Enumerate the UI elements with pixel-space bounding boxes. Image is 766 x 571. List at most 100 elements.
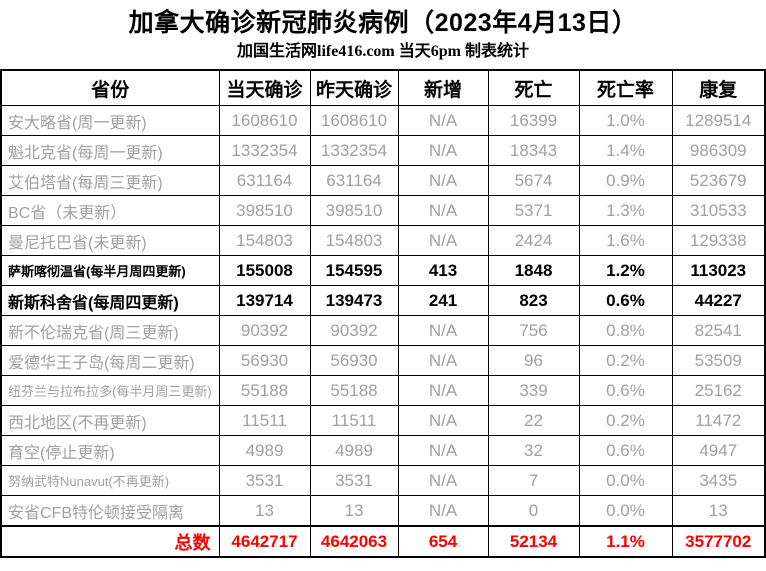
value-cell: 139714 (218, 285, 311, 316)
value-cell: 398510 (218, 195, 311, 226)
row-label: 西北地区(不再更新) (0, 405, 220, 436)
table-row: 魁北克省(每周一更新) 1332354 1332354 N/A 18343 1.4% 986… (0, 135, 766, 166)
value-cell: 82541 (671, 315, 766, 346)
value-cell: 756 (487, 315, 580, 346)
value-cell: 53509 (671, 345, 766, 376)
value-cell: 96 (487, 345, 580, 376)
row-label: 萨斯喀彻温省(每半月周四更新) (0, 255, 220, 286)
value-cell: 523679 (671, 165, 766, 196)
value-cell: 25162 (671, 375, 766, 406)
value-cell: N/A (397, 435, 489, 466)
row-label: 爱德华王子岛(每周二更新) (0, 345, 220, 376)
value-cell: 1.1% (578, 525, 673, 558)
value-cell: N/A (397, 195, 489, 226)
value-cell: 1.4% (578, 135, 673, 166)
value-cell: 1.2% (578, 255, 673, 286)
value-cell: 3531 (218, 465, 311, 496)
page-title: 加拿大确诊新冠肺炎病例（2023年4月13日） (128, 9, 638, 37)
value-cell: N/A (397, 105, 489, 136)
value-cell: 654 (397, 525, 489, 558)
value-cell: 339 (487, 375, 580, 406)
value-cell: 1.3% (578, 195, 673, 226)
table-row: 新斯科舍省(每周四更新) 139714 139473 241 823 0.6% 44227 (0, 285, 766, 316)
table-row: 努纳武特Nunavut(不再更新) 3531 3531 N/A 7 0.0% 3435 (0, 465, 766, 496)
value-cell: 986309 (671, 135, 766, 166)
value-cell: 11511 (309, 405, 399, 436)
value-cell: 398510 (309, 195, 399, 226)
value-cell: 4947 (671, 435, 766, 466)
value-cell: 3577702 (671, 525, 766, 558)
value-cell: 90392 (218, 315, 311, 346)
table-row: 安省CFB特伦顿接受隔离 13 13 N/A 0 0.0% 13 (0, 495, 766, 527)
value-cell: 13 (309, 495, 399, 527)
value-cell: 0.8% (578, 315, 673, 346)
value-cell: 631164 (218, 165, 311, 196)
value-cell: 0.9% (578, 165, 673, 196)
value-cell: 0.6% (578, 285, 673, 316)
value-cell: 5371 (487, 195, 580, 226)
value-cell: 90392 (309, 315, 399, 346)
value-cell: 5674 (487, 165, 580, 196)
covid-stats-table: 省份 当天确诊 昨天确诊 新增 死亡 死亡率 康复 安大略省(周一更新) 1608610 160… (0, 69, 766, 558)
value-cell: 413 (397, 255, 489, 286)
value-cell: N/A (397, 465, 489, 496)
value-cell: 32 (487, 435, 580, 466)
value-cell: N/A (397, 345, 489, 376)
page-subtitle: 加国生活网life416.com 当天6pm 制表统计 (237, 43, 529, 60)
value-cell: 1608610 (218, 105, 311, 136)
column-header: 新增 (397, 69, 489, 106)
value-cell: 52134 (487, 525, 580, 558)
value-cell: 1.0% (578, 105, 673, 136)
row-label: BC省（未更新） (0, 195, 220, 226)
column-header: 省份 (0, 69, 220, 106)
value-cell: 0.0% (578, 465, 673, 496)
value-cell: 3435 (671, 465, 766, 496)
table-row: 爱德华王子岛(每周二更新) 56930 56930 N/A 96 0.2% 53509 (0, 345, 766, 376)
value-cell: 1608610 (309, 105, 399, 136)
value-cell: 823 (487, 285, 580, 316)
value-cell: 154803 (309, 225, 399, 256)
value-cell: 0.2% (578, 405, 673, 436)
table-row: BC省（未更新） 398510 398510 N/A 5371 1.3% 310533 (0, 195, 766, 226)
table-row: 西北地区(不再更新) 11511 11511 N/A 22 0.2% 11472 (0, 405, 766, 436)
value-cell: 155008 (218, 255, 311, 286)
value-cell: 631164 (309, 165, 399, 196)
table-row: 纽芬兰与拉布拉多(每半月周三更新) 55188 55188 N/A 339 0.6% 251… (0, 375, 766, 406)
column-header: 死亡率 (578, 69, 673, 106)
value-cell: 3531 (309, 465, 399, 496)
value-cell: 0.6% (578, 375, 673, 406)
column-header: 当天确诊 (218, 69, 311, 106)
row-label: 曼尼托巴省(未更新) (0, 225, 220, 256)
value-cell: 4642063 (309, 525, 399, 558)
row-label: 新不伦瑞克省(周三更新) (0, 315, 220, 346)
value-cell: 7 (487, 465, 580, 496)
value-cell: 13 (218, 495, 311, 527)
table-row: 曼尼托巴省(未更新) 154803 154803 N/A 2424 1.6% 129338 (0, 225, 766, 256)
value-cell: 44227 (671, 285, 766, 316)
value-cell: N/A (397, 375, 489, 406)
value-cell: 0.6% (578, 435, 673, 466)
value-cell: 55188 (309, 375, 399, 406)
table-row: 育空(停止更新) 4989 4989 N/A 32 0.6% 4947 (0, 435, 766, 466)
header-row: 省份 当天确诊 昨天确诊 新增 死亡 死亡率 康复 (0, 69, 766, 106)
value-cell: 4989 (309, 435, 399, 466)
value-cell: 154803 (218, 225, 311, 256)
value-cell: 0.2% (578, 345, 673, 376)
table-row: 艾伯塔省(每周三更新) 631164 631164 N/A 5674 0.9% 523679 (0, 165, 766, 196)
row-label: 安省CFB特伦顿接受隔离 (0, 495, 220, 527)
column-header: 死亡 (487, 69, 580, 106)
value-cell: 1289514 (671, 105, 766, 136)
column-header: 昨天确诊 (309, 69, 399, 106)
value-cell: N/A (397, 165, 489, 196)
row-label: 安大略省(周一更新) (0, 105, 220, 136)
value-cell: 56930 (218, 345, 311, 376)
value-cell: 0 (487, 495, 580, 527)
total-label: 总数 (0, 525, 220, 558)
value-cell: N/A (397, 135, 489, 166)
value-cell: 0.0% (578, 495, 673, 527)
value-cell: 56930 (309, 345, 399, 376)
value-cell: 4642717 (218, 525, 311, 558)
value-cell: N/A (397, 495, 489, 527)
value-cell: 1332354 (309, 135, 399, 166)
value-cell: 55188 (218, 375, 311, 406)
